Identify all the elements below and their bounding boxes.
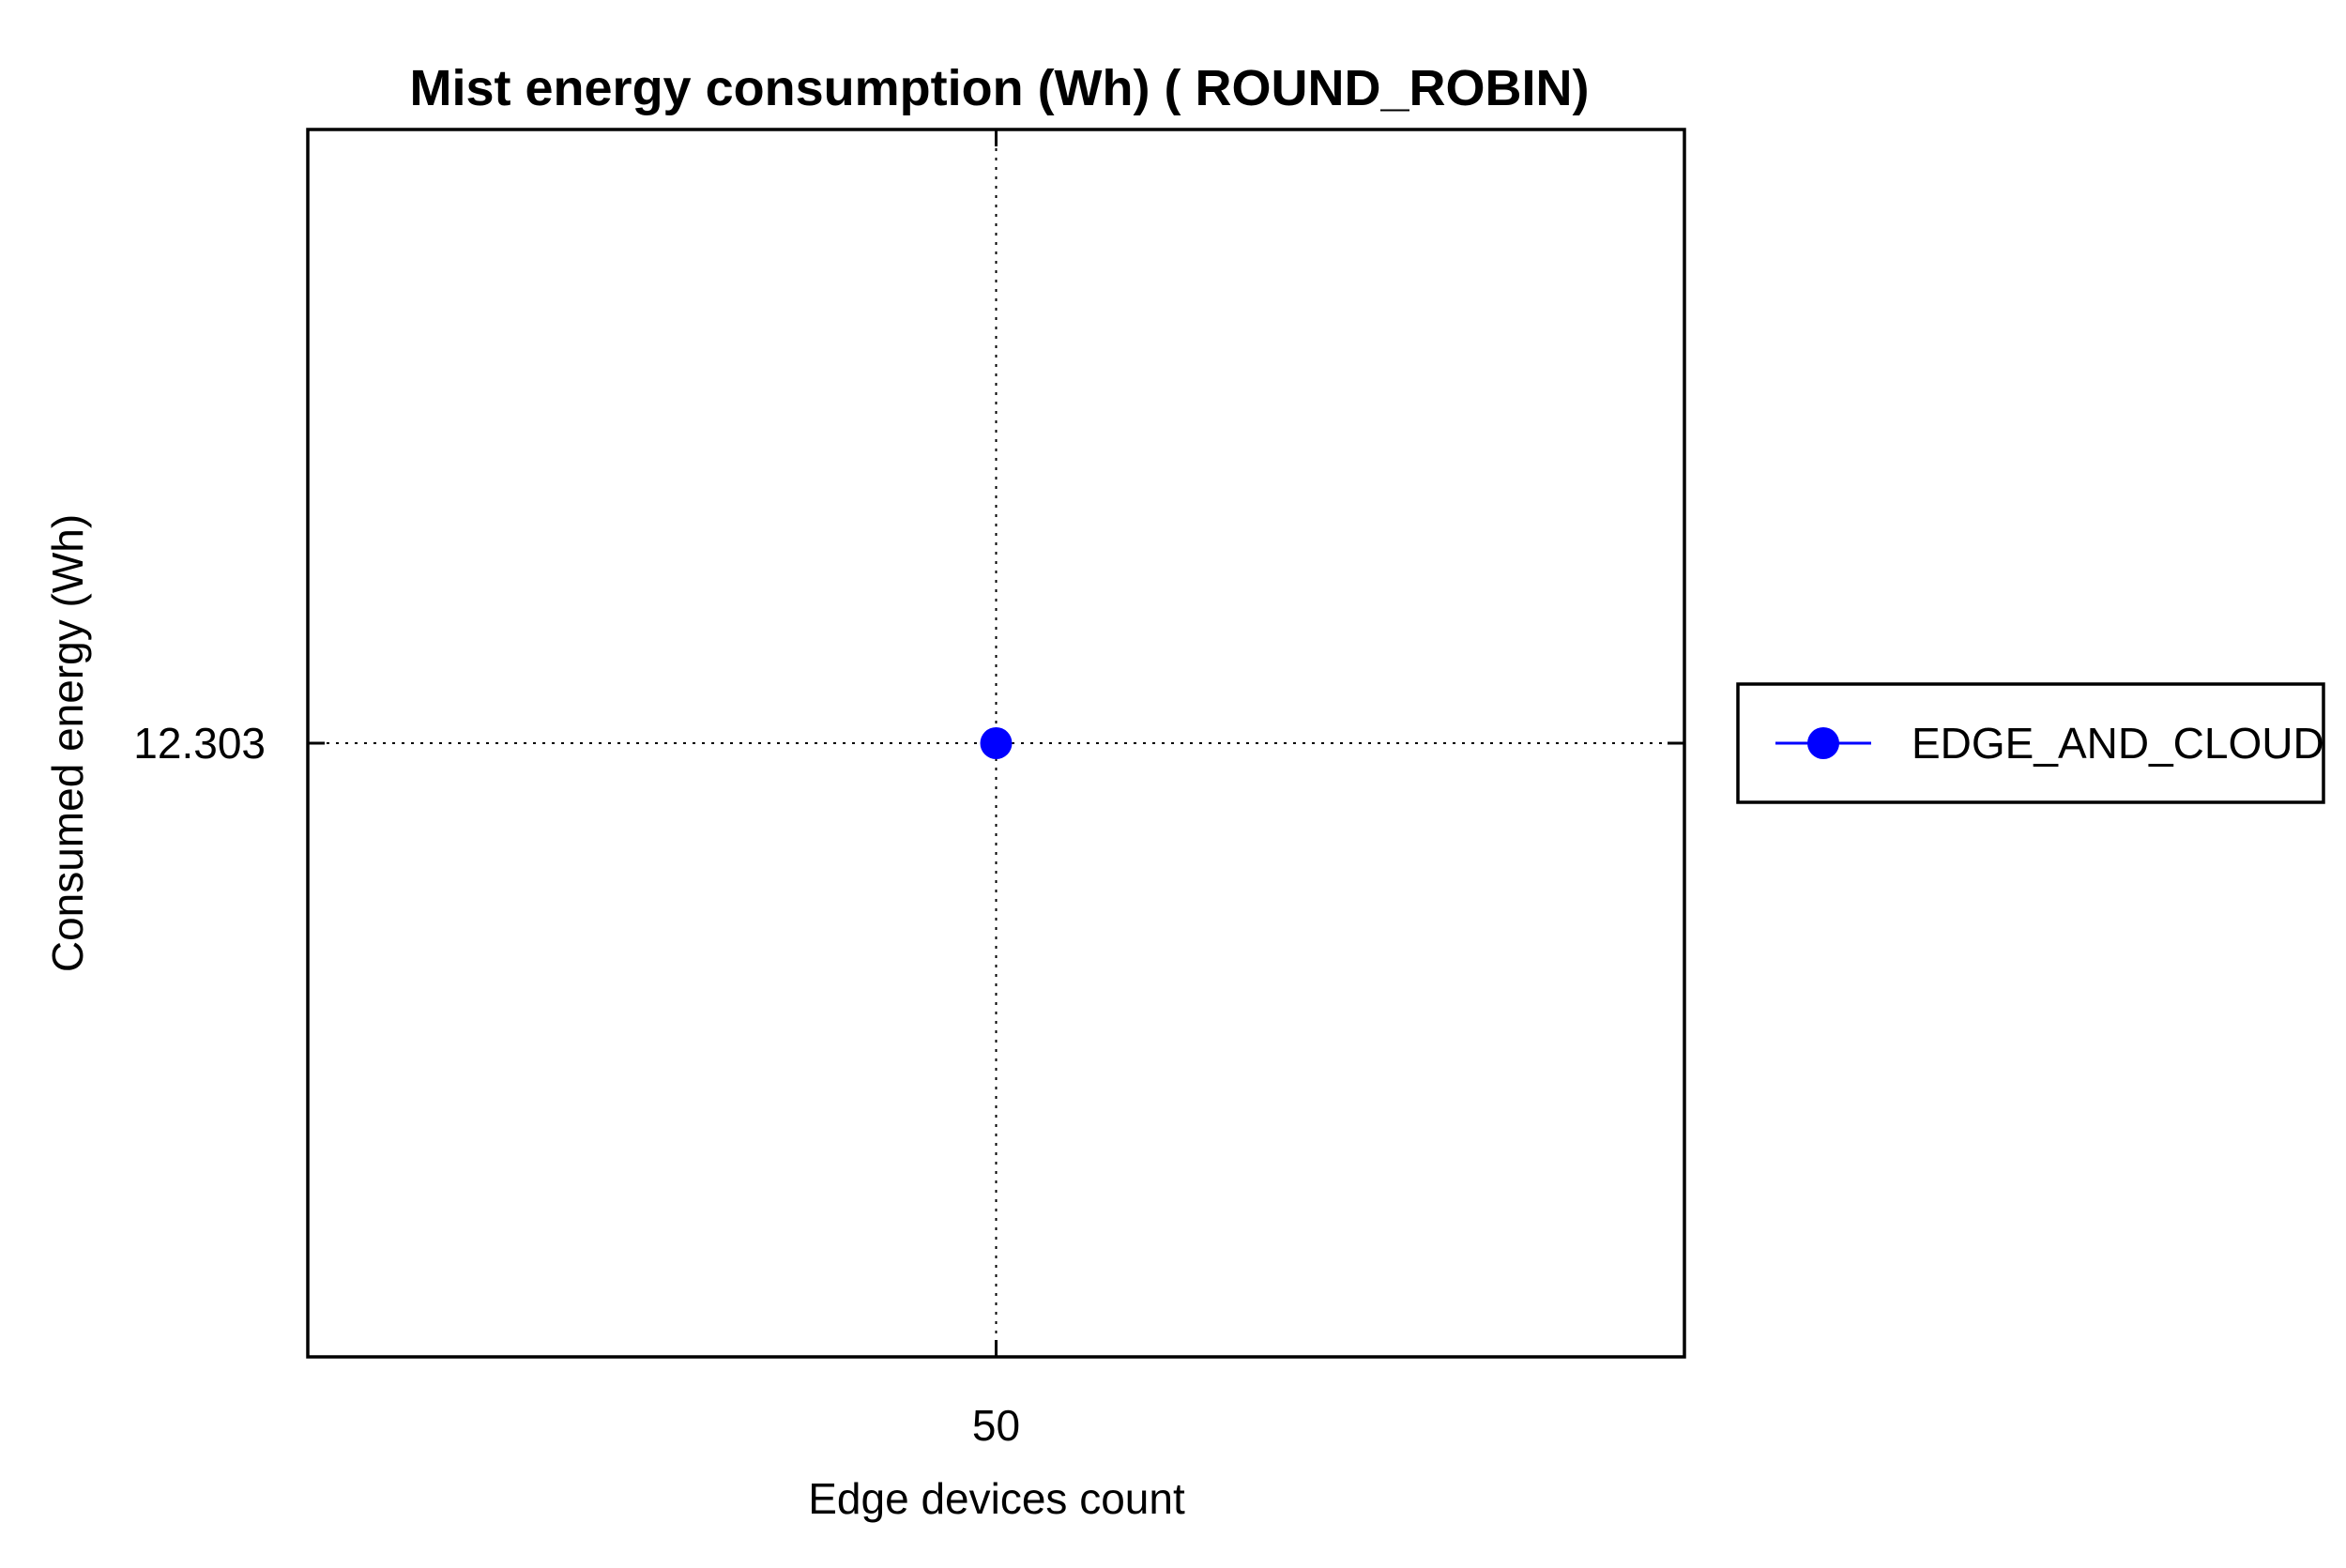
chart-title: Mist energy consumption (Wh) ( ROUND_ROB… <box>410 60 1590 116</box>
x-tick-label: 50 <box>972 1401 1020 1450</box>
y-axis-label: Consumed energy (Wh) <box>43 514 92 972</box>
legend: EDGE_AND_CLOUD <box>1736 682 2325 804</box>
x-axis-label: Edge devices count <box>808 1474 1185 1523</box>
y-tick-label: 12.303 <box>133 719 266 768</box>
legend-marker <box>1807 727 1839 759</box>
data-point <box>980 727 1013 759</box>
series-layer <box>980 727 1013 759</box>
legend-label: EDGE_AND_CLOUD <box>1912 719 2324 768</box>
tick-layer: 50 12.303 <box>133 129 1684 1450</box>
series-edge-and-cloud <box>980 727 1013 759</box>
grid-layer <box>308 129 1684 1357</box>
